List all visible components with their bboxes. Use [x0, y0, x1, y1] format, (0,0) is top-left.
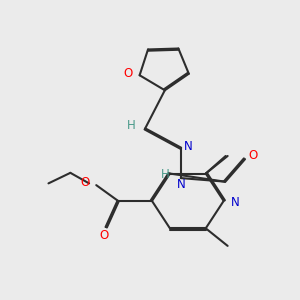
Text: O: O — [249, 149, 258, 162]
Text: H: H — [161, 168, 170, 181]
Text: H: H — [127, 119, 135, 132]
Text: N: N — [176, 178, 185, 191]
Text: O: O — [100, 229, 109, 242]
Text: N: N — [184, 140, 192, 153]
Text: O: O — [80, 176, 90, 189]
Text: N: N — [230, 196, 239, 209]
Text: O: O — [124, 67, 133, 80]
